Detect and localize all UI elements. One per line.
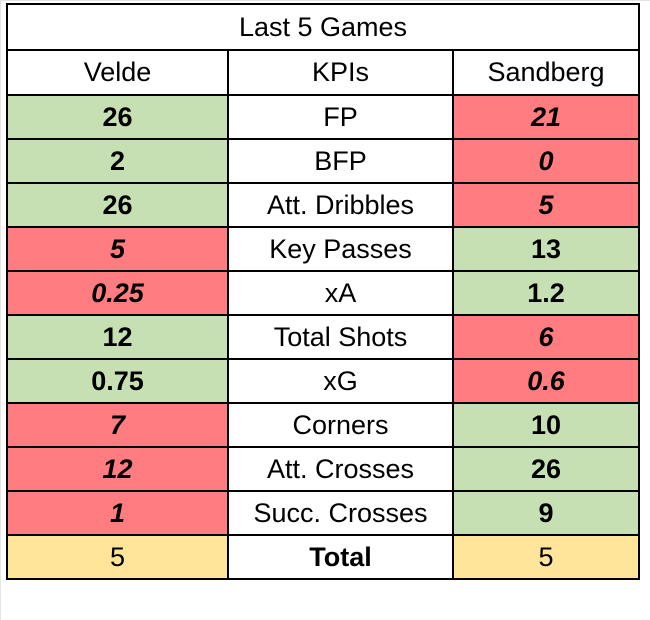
velde-value[interactable]: 2	[6, 138, 229, 184]
table-row: 12 Total Shots 6	[6, 314, 641, 360]
kpi-label[interactable]: Corners	[227, 402, 454, 448]
velde-value[interactable]: 12	[6, 446, 229, 492]
sandberg-value[interactable]: 13	[451, 226, 641, 272]
kpi-label[interactable]: Total Shots	[227, 314, 454, 360]
header-row: Velde KPIs Sandberg	[6, 49, 641, 96]
table-row: 7 Corners 10	[6, 402, 641, 448]
header-sandberg[interactable]: Sandberg	[451, 49, 641, 96]
kpi-label[interactable]: xG	[227, 358, 454, 404]
header-velde[interactable]: Velde	[6, 49, 229, 96]
table-row: 1 Succ. Crosses 9	[6, 490, 641, 536]
velde-value[interactable]: 7	[6, 402, 229, 448]
table-row: 5 Key Passes 13	[6, 226, 641, 272]
sandberg-value[interactable]: 6	[451, 314, 641, 360]
sandberg-value[interactable]: 10	[451, 402, 641, 448]
table-row: 26 Att. Dribbles 5	[6, 182, 641, 228]
velde-value[interactable]: 0.25	[6, 270, 229, 316]
header-kpis[interactable]: KPIs	[227, 49, 454, 96]
velde-value[interactable]: 26	[6, 182, 229, 228]
velde-value[interactable]: 26	[6, 94, 229, 140]
sandberg-value[interactable]: 21	[451, 94, 641, 140]
sandberg-value[interactable]: 1.2	[451, 270, 641, 316]
sandberg-value[interactable]: 9	[451, 490, 641, 536]
velde-value[interactable]: 5	[6, 226, 229, 272]
table-row: 0.75 xG 0.6	[6, 358, 641, 404]
kpi-label[interactable]: Att. Dribbles	[227, 182, 454, 228]
kpi-comparison-table: Last 5 Games Velde KPIs Sandberg 26 FP 2…	[5, 3, 641, 580]
total-row: 5 Total 5	[6, 534, 641, 580]
kpi-label[interactable]: FP	[227, 94, 454, 140]
sandberg-value[interactable]: 0.6	[451, 358, 641, 404]
kpi-label[interactable]: Key Passes	[227, 226, 454, 272]
velde-total[interactable]: 5	[6, 534, 229, 580]
kpi-label[interactable]: Att. Crosses	[227, 446, 454, 492]
table-row: 12 Att. Crosses 26	[6, 446, 641, 492]
sandberg-value[interactable]: 5	[451, 182, 641, 228]
velde-value[interactable]: 12	[6, 314, 229, 360]
sandberg-total[interactable]: 5	[451, 534, 641, 580]
sandberg-value[interactable]: 26	[451, 446, 641, 492]
kpi-label[interactable]: Succ. Crosses	[227, 490, 454, 536]
total-label[interactable]: Total	[227, 534, 454, 580]
table-row: 2 BFP 0	[6, 138, 641, 184]
title-row: Last 5 Games	[5, 3, 641, 51]
sandberg-value[interactable]: 0	[451, 138, 641, 184]
kpi-label[interactable]: xA	[227, 270, 454, 316]
table-title[interactable]: Last 5 Games	[5, 3, 641, 51]
velde-value[interactable]: 1	[6, 490, 229, 536]
kpi-label[interactable]: BFP	[227, 138, 454, 184]
velde-value[interactable]: 0.75	[6, 358, 229, 404]
table-row: 0.25 xA 1.2	[6, 270, 641, 316]
table-row: 26 FP 21	[6, 94, 641, 140]
